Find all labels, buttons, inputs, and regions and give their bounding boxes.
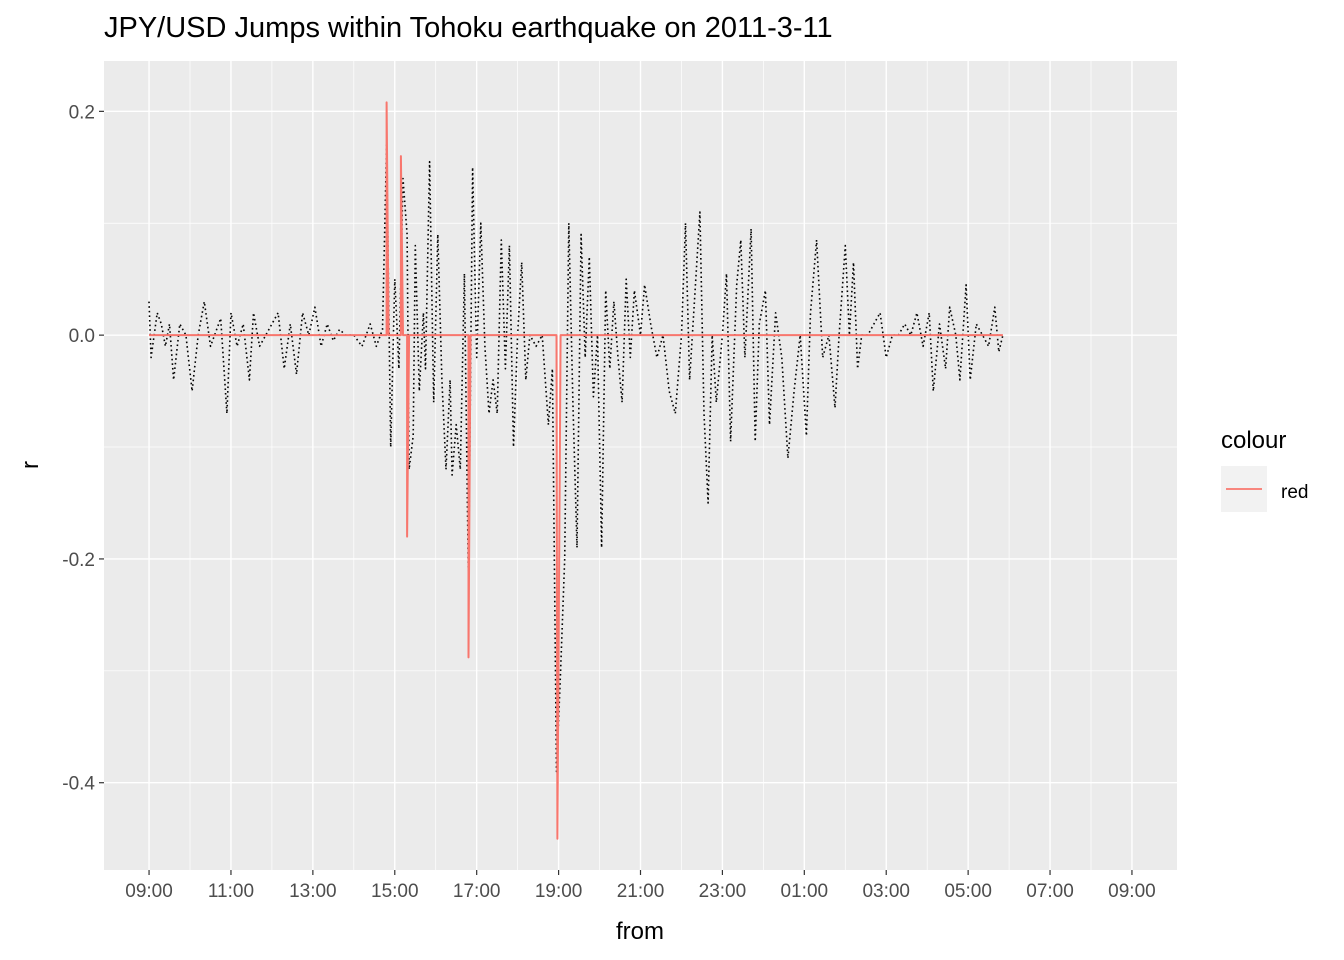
x-tick-label: 11:00 <box>208 881 254 902</box>
x-tick-label: 09:00 <box>1108 881 1156 902</box>
x-tick-label: 01:00 <box>781 881 829 902</box>
y-tick-label: -0.2 <box>62 550 95 571</box>
x-tick-label: 07:00 <box>1026 881 1074 902</box>
chart-title: JPY/USD Jumps within Tohoku earthquake o… <box>104 12 833 44</box>
legend: colour red <box>1221 427 1308 512</box>
y-axis: 0.2 0.0 -0.2 -0.4 <box>62 102 104 795</box>
x-tick-label: 09:00 <box>125 881 173 902</box>
y-tick-label: 0.0 <box>69 326 95 347</box>
x-tick-label: 13:00 <box>289 881 337 902</box>
x-tick-label: 03:00 <box>862 881 910 902</box>
series-line-red <box>149 101 1003 840</box>
major-gridlines <box>104 61 1177 870</box>
x-tick-label: 05:00 <box>944 881 992 902</box>
series-layer <box>148 101 1004 840</box>
x-tick-label: 23:00 <box>699 881 747 902</box>
x-axis-title: from <box>616 918 664 945</box>
minor-gridlines <box>104 61 1177 870</box>
x-tick-label: 15:00 <box>371 881 419 902</box>
x-tick-label: 21:00 <box>617 881 665 902</box>
x-tick-label: 17:00 <box>453 881 501 902</box>
y-tick-label: 0.2 <box>69 102 95 123</box>
legend-label-red: red <box>1281 482 1308 503</box>
y-tick-label: -0.4 <box>62 774 95 795</box>
y-axis-title: r <box>17 461 44 469</box>
x-tick-label: 19:00 <box>535 881 583 902</box>
legend-title: colour <box>1221 427 1286 454</box>
x-axis: 09:00 11:00 13:00 15:00 17:00 19:00 21:00 23:00… <box>125 870 1156 902</box>
